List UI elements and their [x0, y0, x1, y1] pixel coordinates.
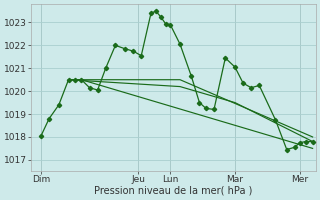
X-axis label: Pression niveau de la mer( hPa ): Pression niveau de la mer( hPa ) [94, 186, 253, 196]
